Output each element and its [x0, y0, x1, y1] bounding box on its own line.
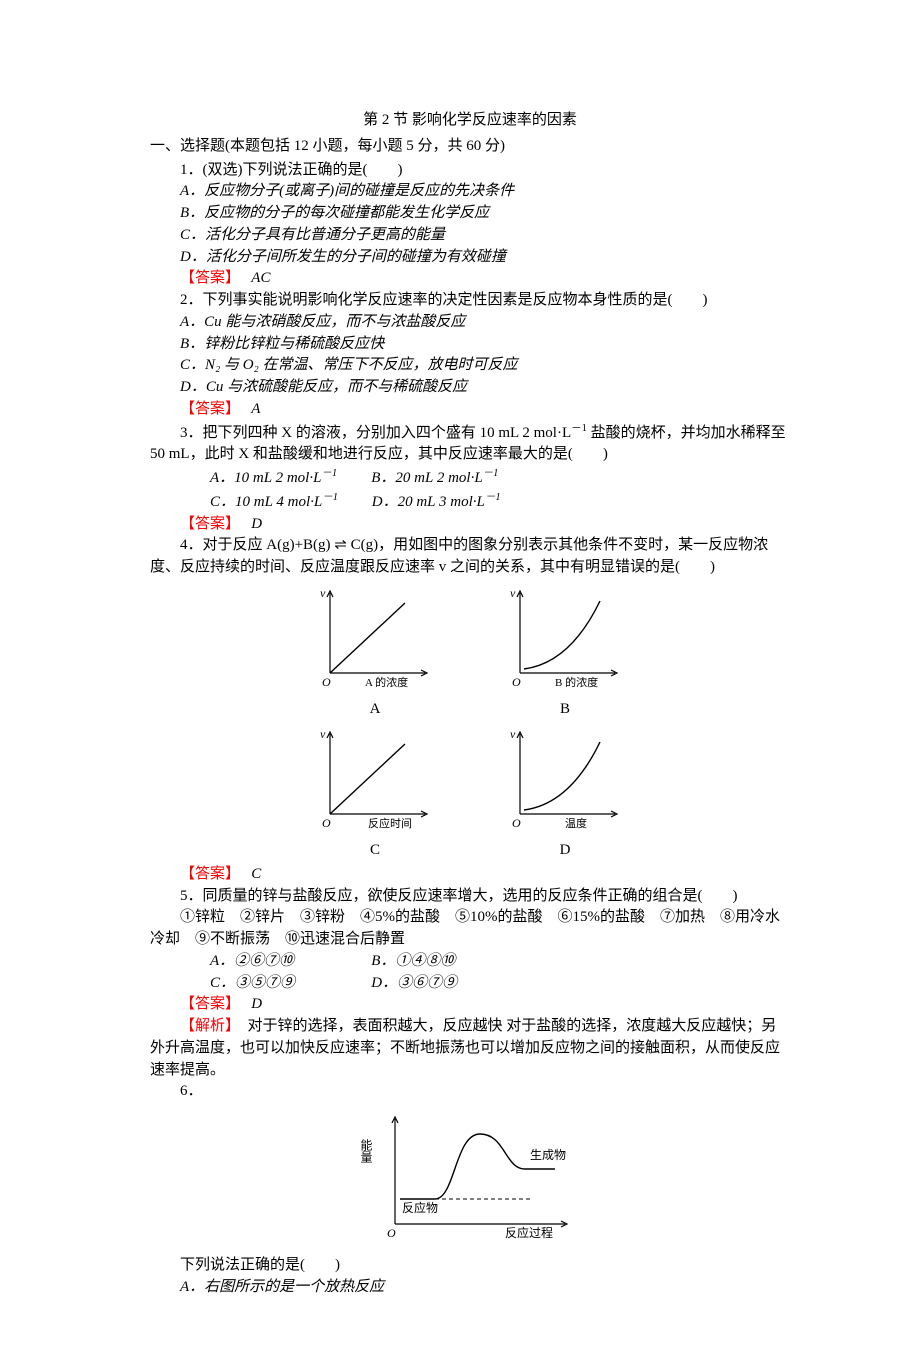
origin: O: [512, 816, 521, 830]
q3-optA-sup: －1: [321, 468, 337, 479]
axis-x: 反应过程: [505, 1225, 553, 1240]
q5-analysis-text: 对于锌的选择，表面积越大，反应越快 对于盐酸的选择，浓度越大反应越快；另外升高温…: [150, 1018, 780, 1078]
q3-optB-sup: －1: [483, 468, 499, 479]
q5-answer-value: D: [251, 996, 262, 1012]
q3-optD: D．20 mL 3 mol·L－1: [342, 490, 501, 514]
page: 第 2 节 影响化学反应速率的因素 一、选择题(本题包括 12 小题，每小题 5…: [0, 0, 920, 1359]
axis-x: 温度: [565, 816, 587, 830]
q3-optC-sup: －1: [322, 492, 338, 503]
q3-line1: A．10 mL 2 mol·L－1 B．20 mL 2 mol·L－1: [150, 466, 790, 490]
q1-answer: 【答案】 AC: [150, 268, 790, 290]
q3-optB-text: B．20 mL 2 mol·L: [371, 470, 482, 486]
q3-answer-value: D: [251, 516, 262, 532]
q3-answer: 【答案】 D: [150, 514, 790, 536]
q6-optA: A．右图所示的是一个放热反应: [150, 1277, 790, 1299]
answer-label: 【答案】: [180, 270, 233, 286]
q3-optB: B．20 mL 2 mol·L－1: [341, 466, 499, 490]
q2-optC: C．N₂ 与 O₂ 在常温、常压下不反应，放电时可反应: [150, 355, 790, 377]
q5-line1: A．②⑥⑦⑩ B．①④⑧⑩: [150, 951, 790, 973]
q5-stem: 5．同质量的锌与盐酸反应，欲使反应速率增大，选用的反应条件正确的组合是( ): [150, 886, 790, 908]
q5-optD: D．③⑥⑦⑨: [341, 973, 499, 995]
answer-label: 【答案】: [180, 866, 233, 882]
axis-y: v: [510, 727, 516, 741]
q4-stem: 4．对于反应 A(g)+B(g) ⇌ C(g)，用如图中的图象分别表示其他条件不…: [150, 535, 790, 579]
q4-answer: 【答案】 C: [150, 864, 790, 886]
q2-answer: 【答案】 A: [150, 399, 790, 421]
q4-chartB: v O B 的浓度: [500, 583, 630, 693]
q4-capC: C: [310, 840, 440, 862]
q2-optD: D．Cu 与浓硫酸能反应，而不与稀硫酸反应: [150, 377, 790, 399]
answer-label: 【答案】: [180, 401, 233, 417]
q5-optB: B．①④⑧⑩: [341, 951, 499, 973]
origin: O: [387, 1226, 396, 1240]
axis-y: v: [320, 727, 326, 741]
q3-sup1: －1: [571, 423, 587, 434]
q3-stem-pre: 3．把下列四种 X 的溶液，分别加入四个盛有 10 mL 2 mol·L: [180, 425, 571, 441]
q6-figcenter: 能量 反应物 生成物 O 反应过程: [150, 1109, 790, 1249]
q4-chartD: v O 温度: [500, 724, 630, 834]
q5-optA: A．②⑥⑦⑩: [180, 951, 338, 973]
q4-figrow1: v O A 的浓度 A v O B 的浓度 B: [150, 583, 790, 721]
origin: O: [512, 675, 521, 689]
q4-figB: v O B 的浓度 B: [500, 583, 630, 721]
q5-line2: C．③⑤⑦⑨ D．③⑥⑦⑨: [150, 973, 790, 995]
q3-optA: A．10 mL 2 mol·L－1: [180, 466, 338, 490]
q2-optB: B．锌粉比锌粒与稀硫酸反应快: [150, 334, 790, 356]
q3-optA-text: A．10 mL 2 mol·L: [210, 470, 321, 486]
q6-stem: 下列说法正确的是( ): [150, 1255, 790, 1277]
q5-cond: ①锌粒 ②锌片 ③锌粉 ④5%的盐酸 ⑤10%的盐酸 ⑥15%的盐酸 ⑦加热 ⑧…: [150, 907, 790, 951]
origin: O: [322, 816, 331, 830]
q3-optD-text: D．20 mL 3 mol·L: [372, 494, 485, 510]
q4-answer-value: C: [251, 866, 261, 882]
q4-figD: v O 温度 D: [500, 724, 630, 862]
q5-analysis: 【解析】 对于锌的选择，表面积越大，反应越快 对于盐酸的选择，浓度越大反应越快；…: [150, 1016, 790, 1081]
section-heading: 一、选择题(本题包括 12 小题，每小题 5 分，共 60 分): [150, 136, 790, 158]
q4-chartC: v O 反应时间: [310, 724, 440, 834]
q3-optC-text: C．10 mL 4 mol·L: [210, 494, 322, 510]
answer-label: 【答案】: [180, 996, 233, 1012]
q1-optA: A．反应物分子(或离子)间的碰撞是反应的先决条件: [150, 181, 790, 203]
q5-optC: C．③⑤⑦⑨: [180, 973, 338, 995]
q4-capA: A: [310, 699, 440, 721]
analysis-label: 【解析】: [180, 1018, 233, 1034]
q2-optA: A．Cu 能与浓硝酸反应，而不与浓盐酸反应: [150, 312, 790, 334]
q1-optB: B．反应物的分子的每次碰撞都能发生化学反应: [150, 203, 790, 225]
axis-y: v: [510, 586, 516, 600]
q3-line2: C．10 mL 4 mol·L－1 D．20 mL 3 mol·L－1: [150, 490, 790, 514]
reactant-label: 反应物: [402, 1200, 438, 1215]
q1-stem: 1．(双选)下列说法正确的是( ): [150, 160, 790, 182]
axis-y: v: [320, 586, 326, 600]
axis-x: A 的浓度: [365, 675, 408, 689]
q4-capD: D: [500, 840, 630, 862]
q3-optD-sup: －1: [485, 492, 501, 503]
axis-y: 能量: [360, 1139, 373, 1163]
q6-energy-chart: 能量 反应物 生成物 O 反应过程: [360, 1109, 580, 1249]
axis-x: 反应时间: [368, 816, 412, 830]
doc-title: 第 2 节 影响化学反应速率的因素: [150, 110, 790, 132]
q2-answer-value: A: [251, 401, 260, 417]
q1-optD: D．活化分子间所发生的分子间的碰撞为有效碰撞: [150, 247, 790, 269]
q4-figrow2: v O 反应时间 C v O 温度 D: [150, 724, 790, 862]
axis-x: B 的浓度: [555, 675, 598, 689]
q5-answer: 【答案】 D: [150, 994, 790, 1016]
q6-num: 6．: [150, 1081, 790, 1103]
q4-chartA: v O A 的浓度: [310, 583, 440, 693]
q4-figC: v O 反应时间 C: [310, 724, 440, 862]
q4-figA: v O A 的浓度 A: [310, 583, 440, 721]
origin: O: [322, 675, 331, 689]
q1-answer-value: AC: [251, 270, 270, 286]
q4-capB: B: [500, 699, 630, 721]
product-label: 生成物: [530, 1148, 566, 1162]
answer-label: 【答案】: [180, 516, 233, 532]
q2-stem: 2．下列事实能说明影响化学反应速率的决定性因素是反应物本身性质的是( ): [150, 290, 790, 312]
q3-optC: C．10 mL 4 mol·L－1: [180, 490, 338, 514]
q1-optC: C．活化分子具有比普通分子更高的能量: [150, 225, 790, 247]
q3-stem: 3．把下列四种 X 的溶液，分别加入四个盛有 10 mL 2 mol·L－1 盐…: [150, 421, 790, 467]
